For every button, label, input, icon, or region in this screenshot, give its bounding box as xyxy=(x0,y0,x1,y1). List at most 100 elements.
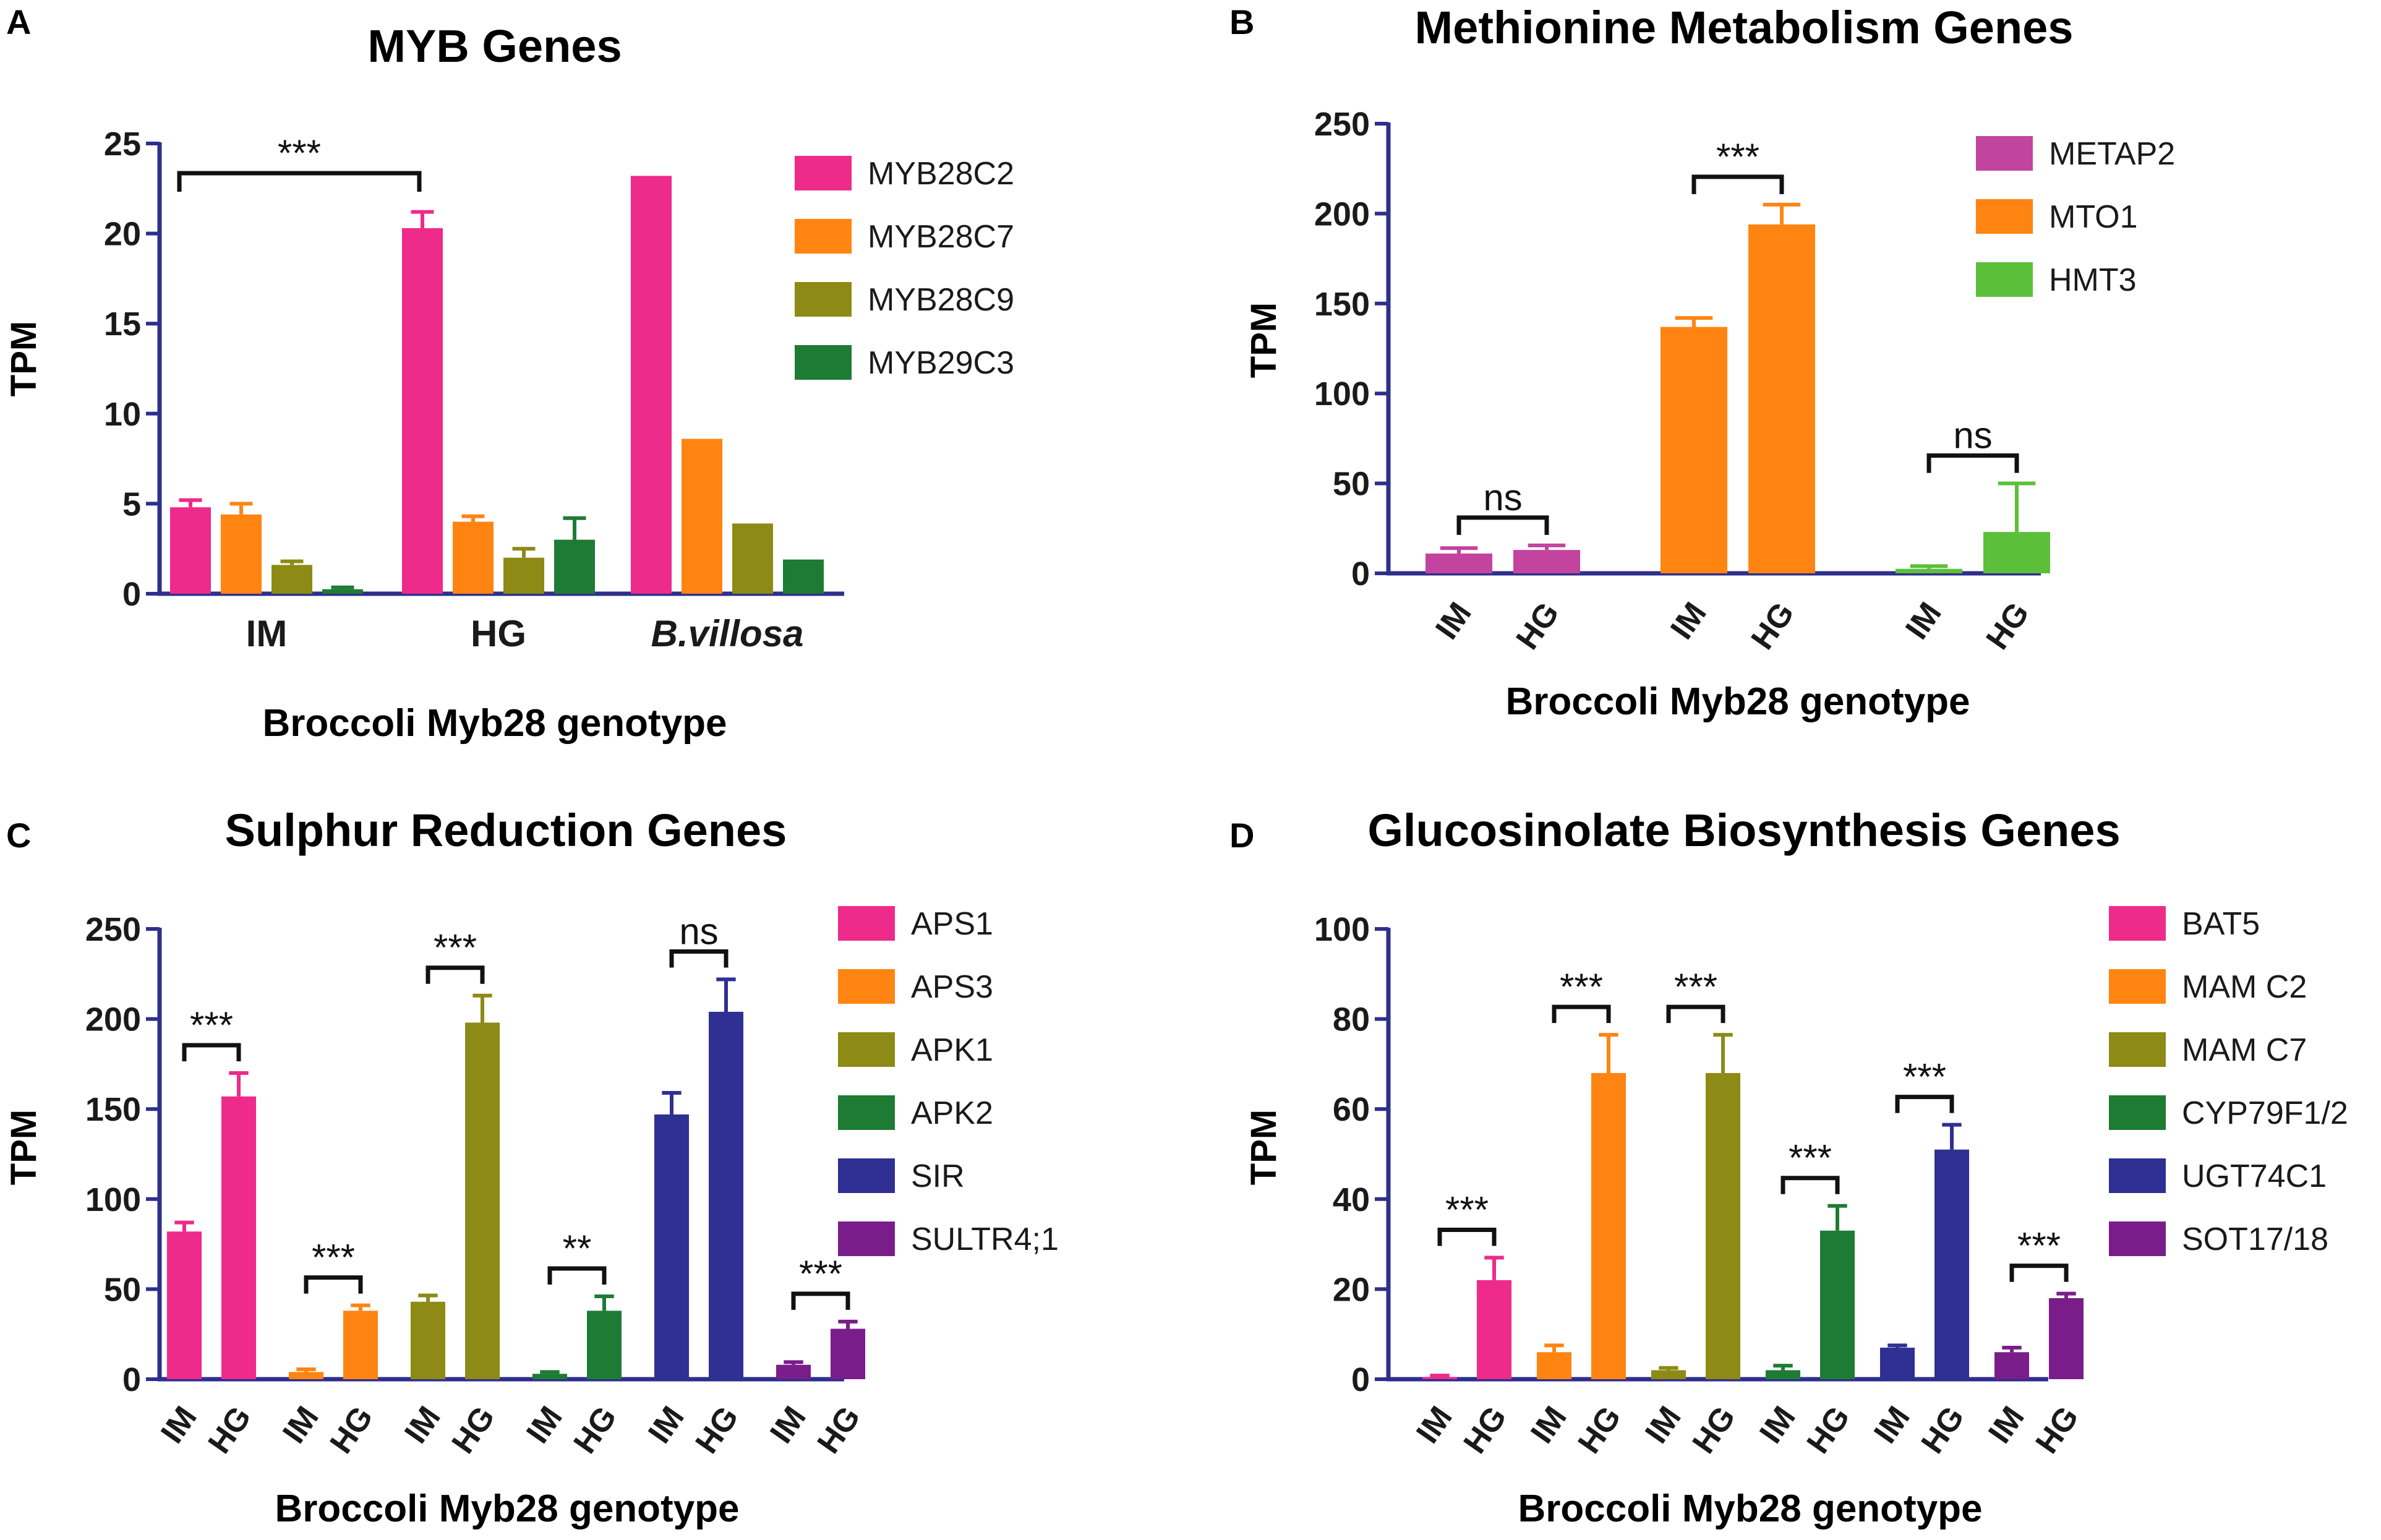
panel-c-legend-label: SULTR4;1 xyxy=(911,1221,1059,1257)
panel-c-genotype-label: IM xyxy=(519,1400,570,1450)
panel-b-significance-bracket xyxy=(1456,515,1549,535)
panel-b-significance-label: *** xyxy=(1716,136,1759,178)
panel-c-legend-swatch xyxy=(838,1221,895,1256)
panel-c-bar xyxy=(587,1311,622,1379)
panel-c-label: C xyxy=(6,816,31,855)
panel-b-genotype-label: HG xyxy=(1745,596,1802,656)
panel-d-y-tick-label: 40 xyxy=(1333,1181,1370,1218)
panel-d: D Glucosinolate Biosynthesis Genes Brocc… xyxy=(1229,805,2348,1530)
panel-c-bar xyxy=(167,1231,202,1379)
panel-d-legend-label: MAM C2 xyxy=(2182,969,2307,1005)
panel-c-genotype-label: HG xyxy=(445,1400,502,1460)
panel-d-label: D xyxy=(1229,816,1254,855)
panel-d-bar xyxy=(2049,1298,2084,1379)
panel-c-significance-bracket xyxy=(791,1291,850,1310)
panel-d-legend-swatch xyxy=(2109,906,2166,941)
panel-b-legend-swatch xyxy=(1976,136,2033,171)
panel-c-y-tick-label: 100 xyxy=(85,1181,141,1218)
panel-a-bar xyxy=(170,507,211,594)
panel-d-bar xyxy=(1537,1352,1571,1379)
panel-d-plot: 020406080100***IMHG***IMHG***IMHG***IMHG… xyxy=(1314,906,2348,1460)
panel-a-legend-label: MYB28C7 xyxy=(868,219,1014,255)
panel-b-genotype-label: IM xyxy=(1899,596,1949,646)
panel-d-y-axis-label: TPM xyxy=(1244,1110,1284,1185)
panel-d-genotype-label: HG xyxy=(1800,1400,1857,1460)
panel-a-bar xyxy=(554,539,595,594)
panel-a-label: A xyxy=(6,2,31,41)
panel-d-significance-label: *** xyxy=(1560,966,1603,1007)
panel-d-genotype-label: IM xyxy=(1638,1400,1688,1450)
panel-a-y-tick-label: 10 xyxy=(104,396,141,433)
panel-c-genotype-label: IM xyxy=(398,1400,448,1450)
panel-d-bar xyxy=(1591,1072,1626,1379)
panel-d-bar xyxy=(1934,1149,1969,1379)
panel-d-genotype-label: IM xyxy=(1867,1400,1917,1450)
panel-d-legend-swatch xyxy=(2109,969,2166,1004)
panel-d-bar xyxy=(1880,1348,1915,1379)
panel-b-y-tick-label: 200 xyxy=(1314,195,1370,233)
panel-c-genotype-label: IM xyxy=(276,1400,326,1450)
panel-b-bar xyxy=(1983,532,2050,573)
panel-d-genotype-label: HG xyxy=(2029,1400,2086,1460)
panel-d-y-tick-label: 100 xyxy=(1314,911,1370,948)
panel-a-y-tick-label: 25 xyxy=(104,126,141,163)
panel-c-y-axis-label: TPM xyxy=(4,1110,44,1185)
panel-c-bar xyxy=(289,1372,323,1379)
panel-c-legend-swatch xyxy=(838,906,895,941)
panel-c-significance-label: *** xyxy=(190,1004,233,1046)
panel-d-legend-label: MAM C7 xyxy=(2182,1032,2307,1068)
panel-d-legend-label: SOT17/18 xyxy=(2182,1221,2328,1257)
panel-a-x-axis-label: Broccoli Myb28 genotype xyxy=(262,702,727,745)
panel-d-genotype-label: HG xyxy=(1571,1400,1628,1460)
panel-c-genotype-label: HG xyxy=(202,1400,259,1460)
panel-b-bar xyxy=(1661,327,1727,573)
panel-a-bar xyxy=(631,176,672,594)
panel-d-genotype-label: IM xyxy=(1524,1400,1574,1450)
panel-d-legend-swatch xyxy=(2109,1221,2166,1256)
panel-c-title: Sulphur Reduction Genes xyxy=(225,805,787,856)
panel-c-significance-bracket xyxy=(669,949,729,968)
panel-d-significance-label: *** xyxy=(1674,966,1717,1007)
panel-b-legend-label: METAP2 xyxy=(2049,136,2175,172)
panel-b-plot: 0 50 100 150 200 250 ns IM HG *** IM HG ns IM HG METAP2… xyxy=(1314,106,2175,656)
panel-c-legend-label: APS3 xyxy=(911,969,993,1005)
panel-a-bar xyxy=(271,565,312,594)
panel-c-bar xyxy=(831,1328,865,1379)
panel-a-category-label: B.villosa xyxy=(651,613,804,654)
panel-d-significance-bracket xyxy=(1895,1095,1954,1113)
panel-a-bar xyxy=(402,228,443,594)
panel-b-genotype-label: IM xyxy=(1429,596,1479,646)
panel-c-bar xyxy=(465,1022,500,1379)
panel-c-significance-bracket xyxy=(304,1275,363,1294)
panel-d-significance-bracket xyxy=(1437,1227,1497,1246)
panel-a-bar xyxy=(682,438,722,594)
panel-b-legend-swatch xyxy=(1976,199,2033,234)
panel-c-significance-label: *** xyxy=(799,1253,842,1294)
panel-a-plot: 0 5 10 15 20 25 IM HG B.villosa *** MYB28C2 MYB28C7… xyxy=(104,126,1014,654)
panel-d-y-tick-label: 80 xyxy=(1333,1001,1370,1038)
panel-b-genotype-label: IM xyxy=(1664,596,1714,646)
panel-c-significance-label: *** xyxy=(434,927,477,969)
panel-d-bar xyxy=(1651,1370,1686,1379)
panel-c-significance-bracket xyxy=(425,965,485,984)
panel-d-genotype-label: HG xyxy=(1915,1400,1972,1460)
panel-a-legend-swatch xyxy=(795,219,852,254)
panel-a-significance-label: *** xyxy=(278,132,321,174)
panel-a-legend-swatch xyxy=(795,156,852,190)
panel-b-legend-label: HMT3 xyxy=(2049,262,2137,298)
panel-d-significance-bracket xyxy=(1552,1004,1611,1024)
panel-d-bar xyxy=(1477,1280,1511,1379)
panel-d-significance-bracket xyxy=(1666,1004,1725,1024)
panel-c-x-axis-label: Broccoli Myb28 genotype xyxy=(275,1487,739,1530)
panel-d-x-axis-label: Broccoli Myb28 genotype xyxy=(1518,1487,1982,1530)
panel-b-bar xyxy=(1426,554,1492,573)
panel-c-significance-bracket xyxy=(182,1043,241,1061)
panel-d-legend-swatch xyxy=(2109,1032,2166,1067)
panel-c-genotype-label: IM xyxy=(154,1400,204,1450)
panel-a-title: MYB Genes xyxy=(367,20,622,72)
panel-d-y-tick-label: 20 xyxy=(1333,1271,1370,1308)
panel-d-genotype-label: IM xyxy=(1409,1400,1460,1450)
panel-a-bar xyxy=(732,523,773,594)
panel-c-significance-bracket xyxy=(547,1266,607,1285)
panel-d-bar xyxy=(1994,1352,2029,1379)
